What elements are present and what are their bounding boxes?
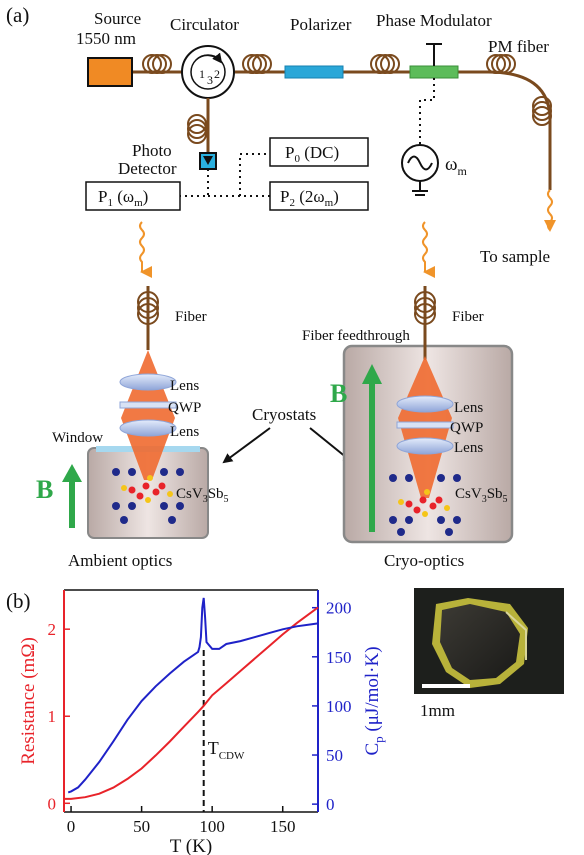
- tcdw-label: TCDW: [208, 738, 245, 762]
- source-label-1: Source: [94, 9, 141, 28]
- cryostats-label: Cryostats: [252, 405, 316, 424]
- heat-capacity-curve: [67, 597, 319, 794]
- polarizer-element: [284, 65, 344, 79]
- photodetector-label-1: Photo: [132, 141, 172, 160]
- ambient-optics-label: Ambient optics: [68, 551, 172, 570]
- right-y-tick-label: 100: [326, 697, 352, 716]
- resistance-curve: [64, 606, 319, 800]
- p0-box: [269, 137, 369, 167]
- left-fiber-label: Fiber: [175, 309, 207, 325]
- modulator-electrode: [426, 43, 442, 66]
- scale-bar: [422, 684, 470, 688]
- cryo-crystal-lattice: [389, 474, 461, 536]
- to-sample-arrow: [547, 189, 562, 232]
- ambient-sample-label: CsV3Sb5: [176, 486, 229, 505]
- x-tick-label: 50: [133, 817, 150, 836]
- p1-box: [85, 181, 181, 211]
- rf-drive-line: [419, 78, 435, 145]
- sample-photo: [414, 588, 564, 694]
- ambient-b-arrow: [62, 464, 82, 528]
- cryo-lens-2-label: Lens: [454, 440, 483, 456]
- output-arrow-left: [139, 221, 152, 278]
- cryo-sample-label: CsV3Sb5: [455, 486, 508, 505]
- chart-area: 0 50 100 150 T (K) 0 1 2 Resistance (mΩ) 0 50 100 15…: [18, 589, 386, 855]
- ambient-lens-2-label: Lens: [170, 424, 199, 440]
- rf-source-icon: [401, 144, 439, 196]
- signal-lines: [180, 153, 270, 197]
- ambient-b-label: B: [36, 475, 53, 504]
- ambient-lens-stack: [119, 373, 177, 437]
- circulator-port-3: 3: [207, 73, 213, 87]
- cryo-b-label: B: [330, 379, 347, 408]
- ambient-qwp-label: QWP: [168, 400, 201, 416]
- right-y-tick-label: 150: [326, 648, 352, 667]
- right-y-tick-label: 0: [326, 795, 335, 814]
- p1-label: P1 (ωm): [98, 187, 148, 209]
- ambient-beam: [121, 350, 175, 480]
- cryo-optics-label: Cryo-optics: [384, 551, 464, 570]
- to-sample-label: To sample: [480, 247, 550, 266]
- omega-label: ωm: [445, 154, 468, 178]
- laser-source-box: [87, 57, 133, 87]
- p2-box: [269, 181, 369, 211]
- p2-label: P2 (2ωm): [280, 187, 339, 209]
- photodiode-icon: [203, 156, 213, 165]
- left-y-tick-label: 0: [48, 794, 57, 813]
- x-tick-label: 150: [270, 817, 296, 836]
- circulator-port-1: 1: [199, 67, 205, 81]
- left-y-tick-label: 2: [48, 620, 57, 639]
- x-axis-label: T (K): [170, 836, 212, 855]
- source-label-2: 1550 nm: [76, 29, 136, 48]
- x-tick-label: 0: [67, 817, 76, 836]
- circulator-icon: [181, 45, 235, 99]
- phase-modulator-label: Phase Modulator: [376, 11, 492, 30]
- fiber-feedthrough-label: Fiber feedthrough: [302, 328, 410, 344]
- panel-b-label: (b): [6, 589, 31, 613]
- circulator-port-2: 2: [214, 67, 220, 81]
- right-y-tick-label: 200: [326, 599, 352, 618]
- phase-modulator-element: [409, 65, 459, 79]
- left-y-tick-label: 1: [48, 707, 57, 726]
- cryo-lens-1-label: Lens: [454, 400, 483, 416]
- ambient-crystal-lattice: [112, 468, 184, 524]
- right-fiber-label: Fiber: [452, 309, 484, 325]
- panel-a-label: (a): [6, 3, 29, 27]
- pm-fiber-label: PM fiber: [488, 37, 549, 56]
- scale-bar-label: 1mm: [420, 701, 455, 720]
- fiber-coils: [142, 54, 552, 144]
- cryostat-arrow-left: [222, 427, 271, 464]
- polarizer-label: Polarizer: [290, 15, 352, 34]
- x-tick-label: 100: [199, 817, 225, 836]
- photodetector-label-2: Detector: [118, 159, 177, 178]
- cryo-lens-stack: [396, 395, 454, 455]
- cryo-b-arrow: [362, 364, 382, 532]
- left-y-axis-label: Resistance (mΩ): [18, 637, 39, 765]
- right-y-tick-label: 50: [326, 746, 343, 765]
- cryo-qwp-label: QWP: [450, 420, 483, 436]
- output-arrow-right: [422, 221, 435, 278]
- window-label: Window: [52, 430, 103, 446]
- p0-label: P0 (DC): [285, 143, 339, 165]
- ambient-lens-1-label: Lens: [170, 378, 199, 394]
- circulator-label: Circulator: [170, 15, 239, 34]
- right-y-axis-label: Cp (μJ/mol·K): [362, 646, 386, 755]
